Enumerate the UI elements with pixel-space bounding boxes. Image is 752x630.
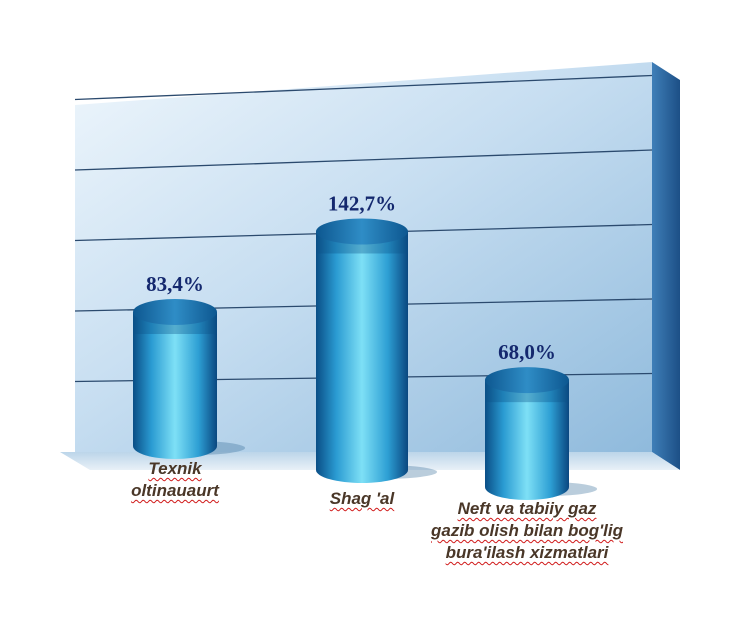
gridline: [74, 149, 653, 171]
bar-value-label: 68,0%: [498, 340, 556, 364]
bar-cap: [133, 299, 217, 326]
gridline: [74, 74, 653, 101]
bar-series: 83,4% 142,7% 68,0%: [133, 191, 598, 500]
bar-body: [316, 231, 408, 483]
bar-cap: [485, 367, 569, 394]
category-label: Neft va tabiiy gaz gazib olish bilan bog…: [431, 499, 623, 562]
bar-value-label: 142,7%: [328, 191, 396, 215]
bar-1: 83,4%: [133, 272, 246, 459]
bar-cap: [316, 218, 408, 245]
bar-3: 68,0%: [485, 340, 598, 500]
bar-body: [485, 380, 569, 500]
category-label: Texnik oltinauaurt: [131, 459, 219, 500]
category-label: Shag 'al: [329, 489, 395, 508]
chart-side-wall: [652, 62, 680, 470]
bar-2: 142,7%: [316, 191, 438, 483]
bar-value-label: 83,4%: [146, 272, 204, 296]
bar-body: [133, 312, 217, 459]
